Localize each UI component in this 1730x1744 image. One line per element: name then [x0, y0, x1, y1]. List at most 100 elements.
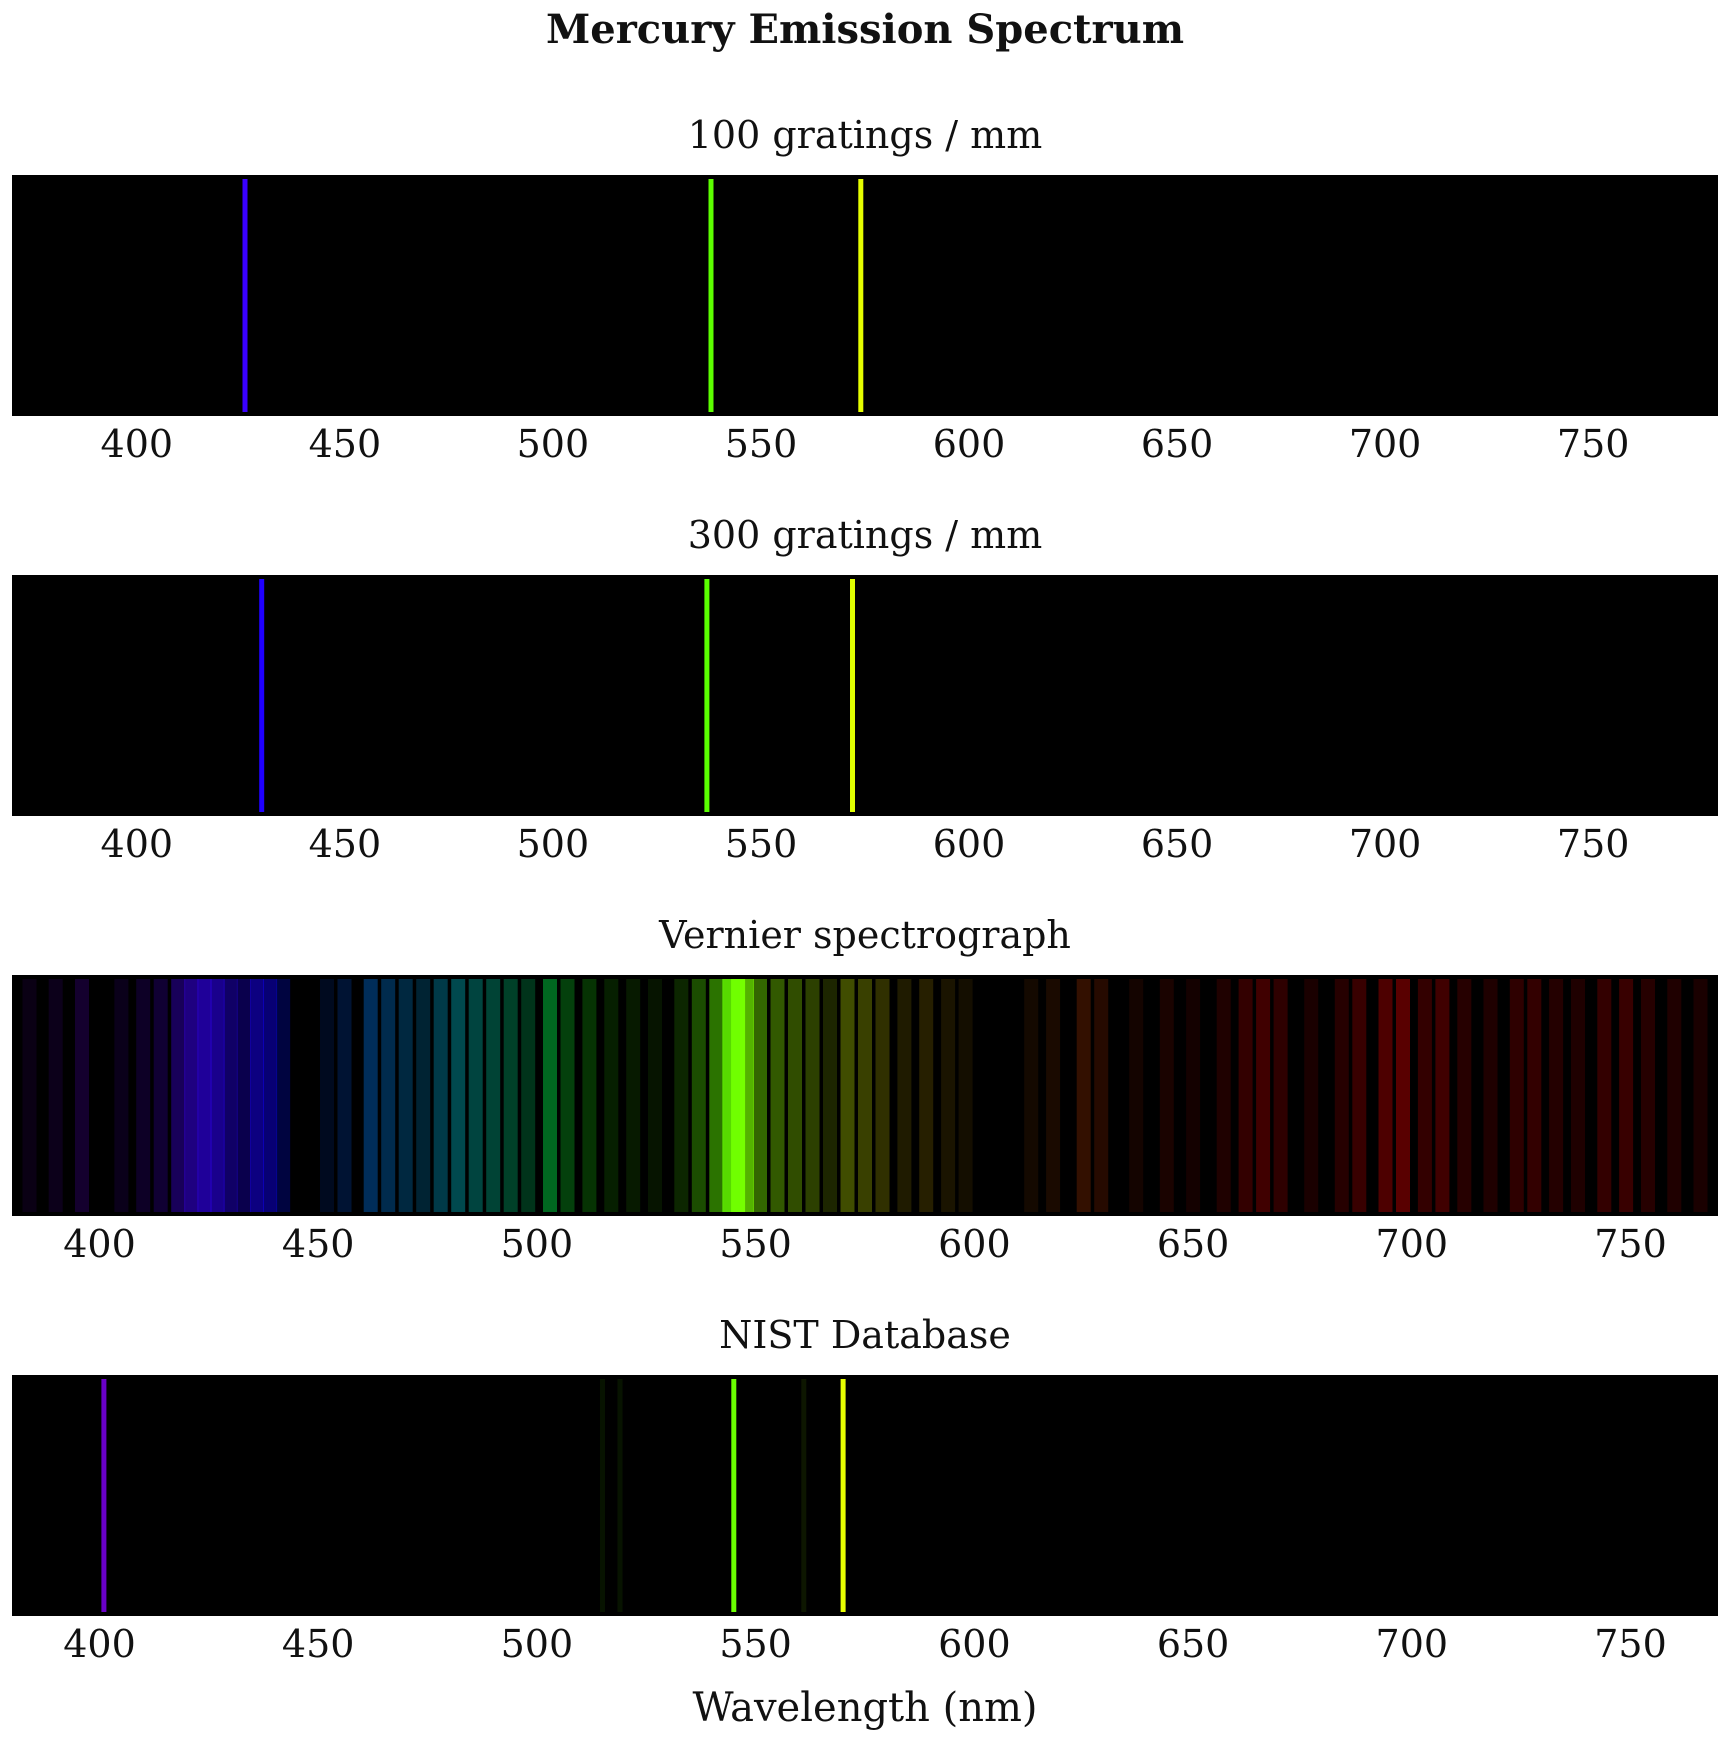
spectrum-svg: [259, 579, 855, 812]
spectrum-plot-vernier-spectrograph: [12, 975, 1718, 1216]
emission-line: [1186, 979, 1201, 1212]
emission-line: [1256, 979, 1271, 1212]
emission-line: [709, 979, 724, 1212]
emission-line: [433, 979, 448, 1212]
emission-line: [1273, 979, 1288, 1212]
emission-line: [1435, 979, 1450, 1212]
emission-line: [337, 979, 352, 1212]
emission-line: [770, 979, 785, 1212]
emission-line: [1597, 979, 1612, 1212]
emission-line: [582, 979, 597, 1212]
emission-line: [941, 979, 956, 1212]
emission-line: [626, 979, 641, 1212]
spectrum-plot-100-gratings-mm: [12, 175, 1718, 416]
emission-line: [704, 579, 710, 812]
emission-line: [259, 579, 265, 812]
emission-line: [1396, 979, 1410, 1212]
emission-line: [858, 979, 872, 1212]
panel-title-nist-database: NIST Database: [719, 1313, 1011, 1357]
emission-line: [1527, 979, 1542, 1212]
emission-line: [617, 1379, 623, 1612]
x-tick-label: 500: [500, 1222, 574, 1266]
emission-line: [486, 979, 501, 1212]
emission-line: [171, 979, 186, 1212]
x-tick-label: 650: [1140, 822, 1214, 866]
emission-line: [1024, 979, 1039, 1212]
x-tick-label: 400: [100, 822, 174, 866]
spectrum-plot-300-gratings-mm: [12, 575, 1718, 816]
emission-line: [1378, 979, 1393, 1212]
x-tick-label: 600: [932, 822, 1006, 866]
panel-title-vernier-spectrograph: Vernier spectrograph: [659, 913, 1071, 957]
emission-line: [381, 979, 396, 1212]
emission-line: [753, 979, 767, 1212]
emission-line: [114, 979, 129, 1212]
spectrum-svg: [101, 1379, 846, 1612]
emission-line: [805, 979, 820, 1212]
x-tick-label: 400: [100, 422, 174, 466]
emission-line: [250, 979, 264, 1212]
emission-line: [560, 979, 575, 1212]
x-tick-label: 450: [308, 822, 382, 866]
emission-line: [101, 1379, 107, 1612]
x-tick-label: 750: [1594, 1622, 1667, 1666]
x-tick-label: 550: [724, 822, 798, 866]
x-tick-label: 550: [719, 1222, 792, 1266]
emission-line: [521, 979, 536, 1212]
x-tick-label: 600: [938, 1222, 1011, 1266]
x-tick-label: 600: [938, 1622, 1011, 1666]
panel-title-100-gratings-mm: 100 gratings / mm: [687, 113, 1043, 157]
x-tick-label: 750: [1556, 422, 1630, 466]
x-tick-label: 700: [1375, 1222, 1449, 1266]
emission-line: [136, 979, 151, 1212]
emission-line: [543, 979, 557, 1212]
emission-line: [320, 979, 334, 1212]
emission-line: [1304, 979, 1319, 1212]
emission-line: [858, 179, 864, 412]
spectrum-plot-nist-database: [12, 1375, 1718, 1616]
emission-line: [223, 979, 238, 1212]
emission-line: [22, 979, 37, 1212]
emission-line: [416, 979, 431, 1212]
emission-line: [1046, 979, 1061, 1212]
emission-line: [398, 979, 413, 1212]
x-tick-label: 750: [1594, 1222, 1667, 1266]
emission-line: [1457, 979, 1472, 1212]
x-tick-label: 450: [281, 1622, 355, 1666]
emission-line: [801, 1379, 807, 1612]
emission-line: [1129, 979, 1144, 1212]
emission-line: [958, 979, 973, 1212]
x-tick-label: 700: [1348, 822, 1422, 866]
emission-line: [919, 979, 934, 1212]
emission-line: [153, 979, 168, 1212]
panel-title-300-gratings-mm: 300 gratings / mm: [687, 513, 1043, 557]
x-tick-label: 450: [281, 1222, 355, 1266]
emission-line: [1667, 979, 1682, 1212]
emission-line: [242, 179, 248, 412]
emission-line: [691, 979, 706, 1212]
emission-line: [1352, 979, 1367, 1212]
x-tick-label: 400: [63, 1222, 136, 1266]
emission-line: [363, 979, 378, 1212]
emission-line: [604, 979, 619, 1212]
emission-line: [1216, 979, 1231, 1212]
emission-line: [1483, 979, 1498, 1212]
emission-line: [1417, 979, 1432, 1212]
emission-line: [840, 1379, 846, 1612]
emission-line: [1509, 979, 1524, 1212]
emission-line: [731, 1379, 737, 1612]
x-tick-label: 700: [1348, 422, 1422, 466]
x-tick-label: 750: [1556, 822, 1630, 866]
emission-line: [1549, 979, 1564, 1212]
emission-line: [236, 979, 251, 1212]
emission-line: [276, 979, 291, 1212]
emission-line: [875, 979, 890, 1212]
emission-line: [197, 979, 212, 1212]
x-tick-label: 700: [1375, 1622, 1449, 1666]
emission-line: [210, 979, 225, 1212]
emission-line: [1693, 979, 1708, 1212]
emission-line: [503, 979, 518, 1212]
x-tick-label: 650: [1140, 422, 1214, 466]
emission-line: [184, 979, 199, 1212]
emission-line: [48, 979, 63, 1212]
